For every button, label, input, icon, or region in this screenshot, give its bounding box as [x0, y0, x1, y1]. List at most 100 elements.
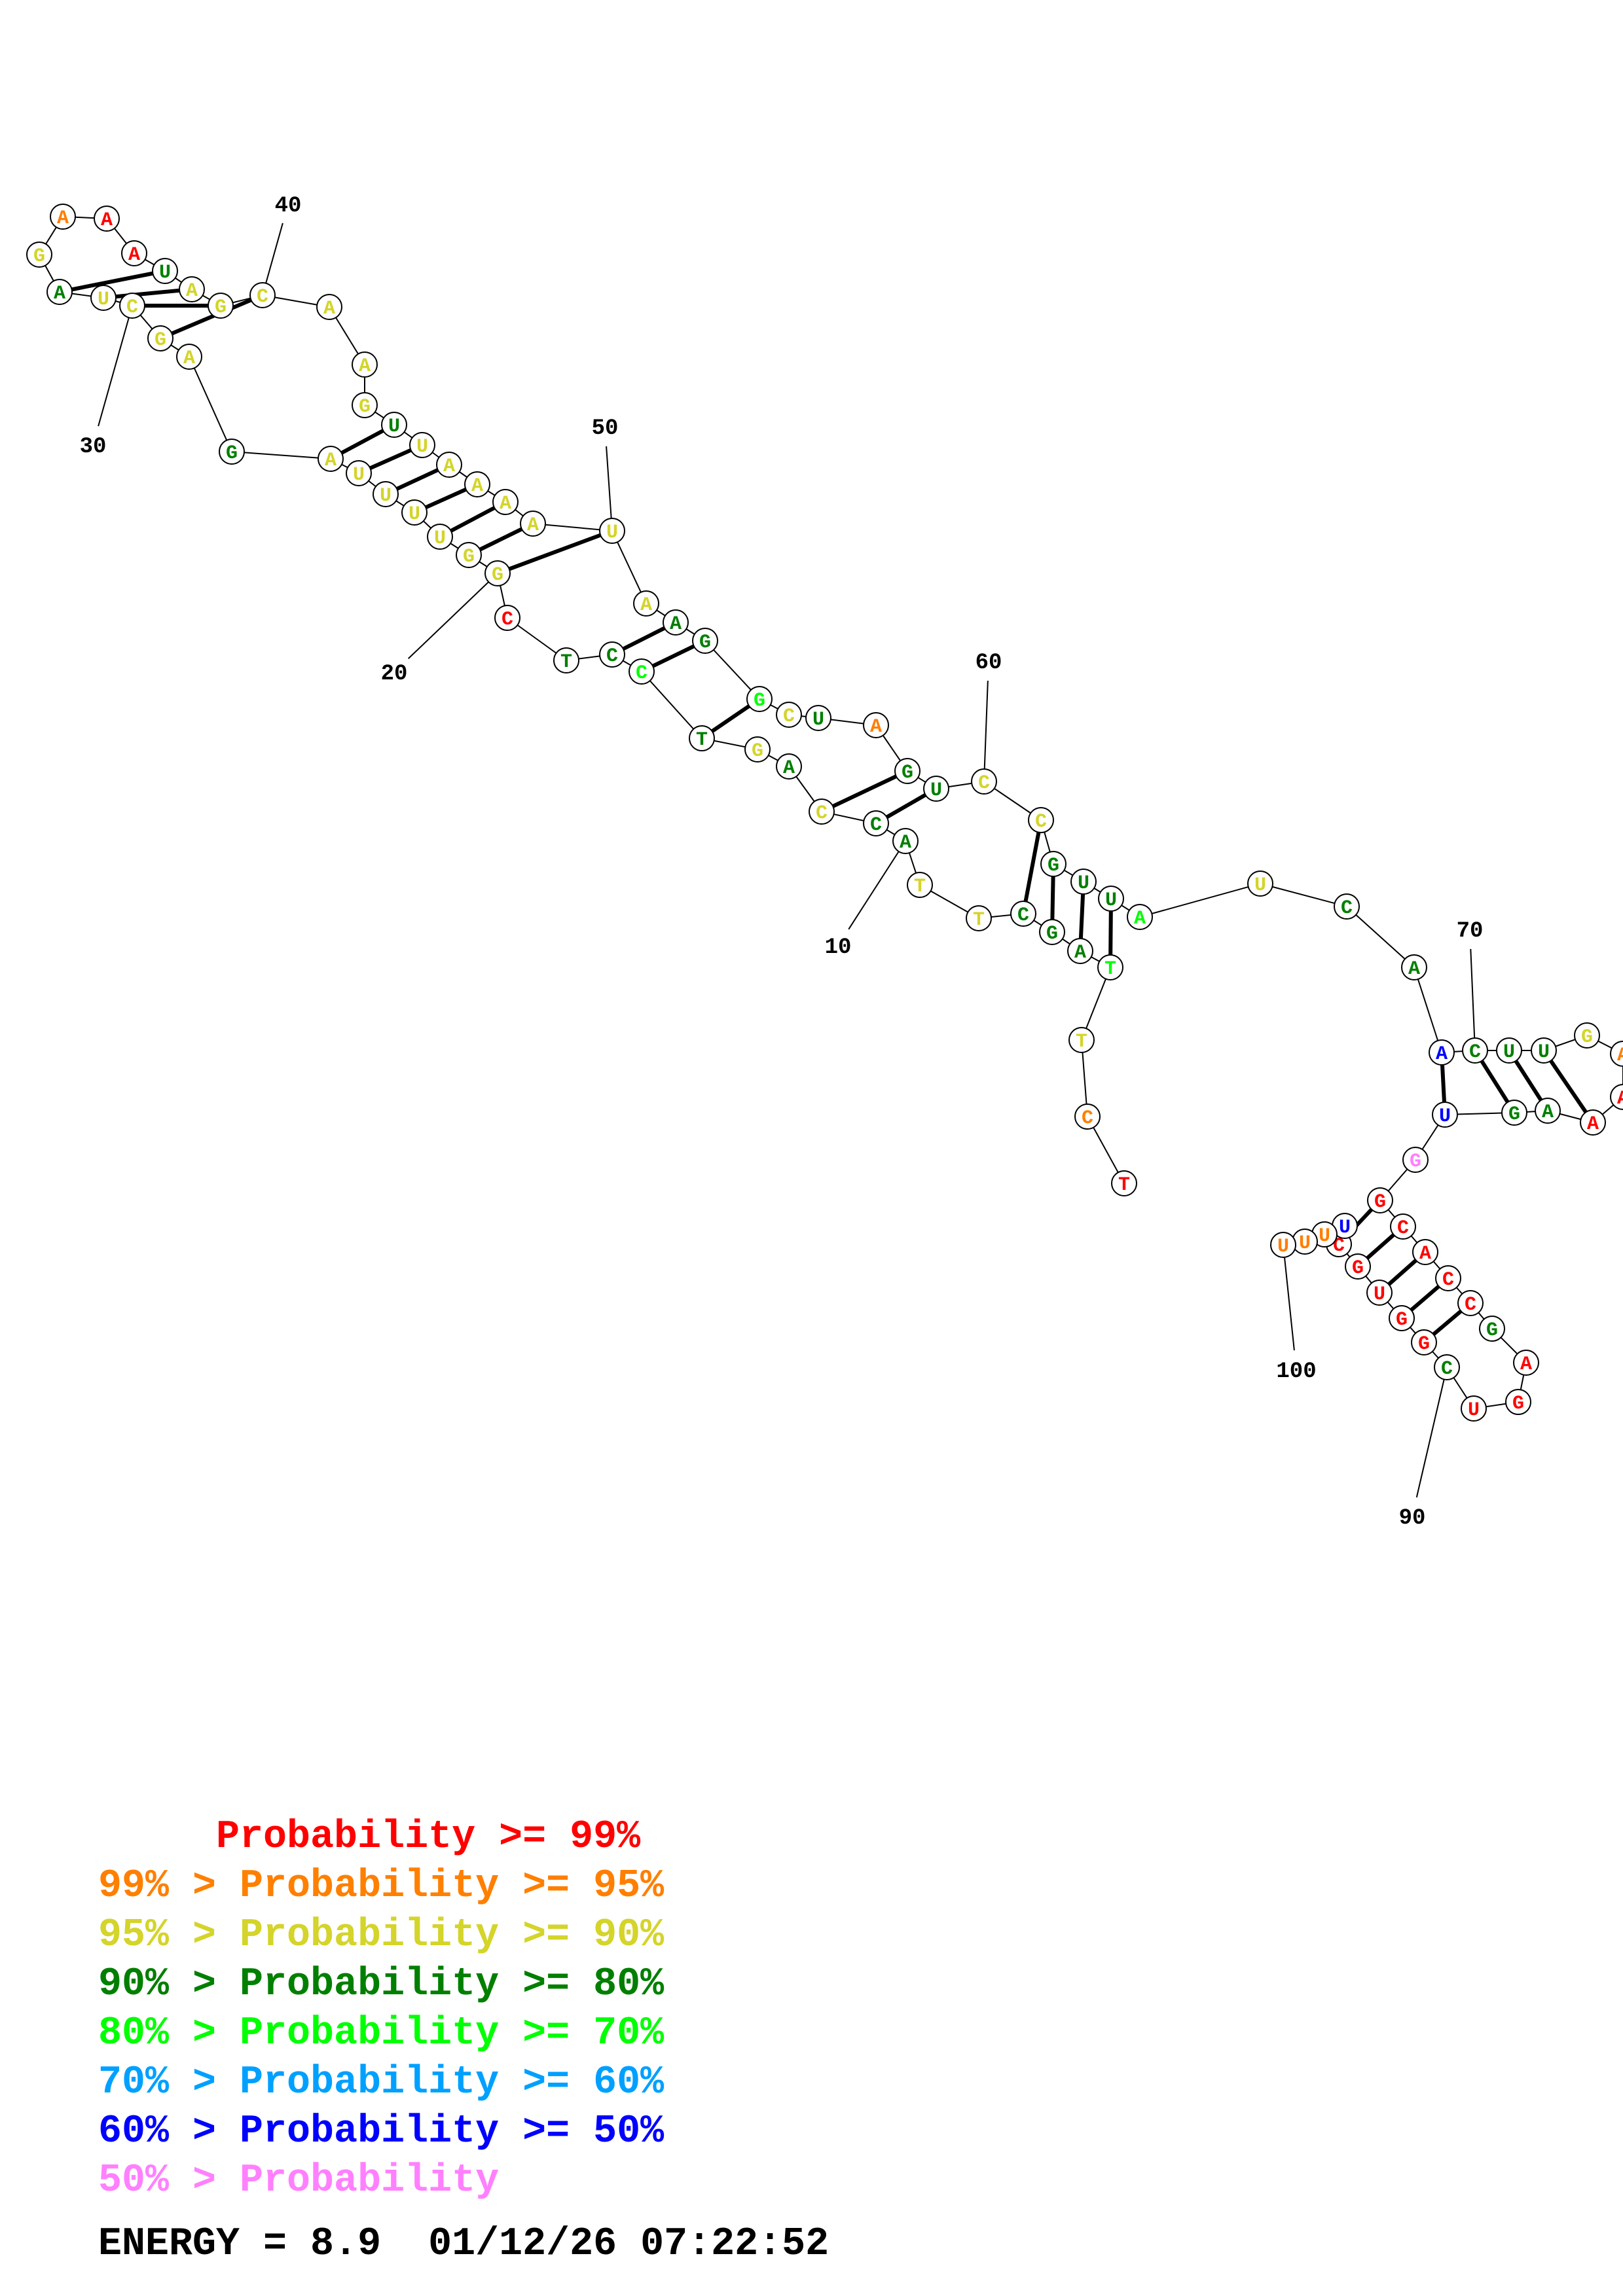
nucleotide: G	[1345, 1253, 1371, 1280]
nucleotide: G	[1479, 1316, 1505, 1342]
nucleotide: A	[1513, 1350, 1539, 1376]
nucleotide-letter: G	[1352, 1257, 1364, 1280]
nucleotide: A	[94, 206, 120, 232]
nucleotide-circle	[1580, 1109, 1606, 1136]
legend-row: 50% > Probability	[98, 2159, 500, 2203]
nucleotide-circle	[692, 628, 718, 654]
nucleotide-letter: C	[1341, 897, 1353, 920]
nucleotide-letter: U	[1105, 889, 1117, 912]
nucleotide: G	[208, 293, 234, 319]
legend-row: 70% > Probability >= 60%	[98, 2060, 665, 2105]
nucleotide-letter: A	[500, 493, 511, 515]
nucleotide-circle	[179, 276, 205, 302]
nucleotide-circle	[776, 753, 802, 780]
nucleotide: C	[1334, 893, 1360, 920]
legend-row: Probability >= 99%	[98, 1815, 641, 1859]
nucleotide: A	[1401, 954, 1427, 980]
nucleotide-letter: G	[492, 564, 503, 586]
nucleotide: G	[894, 758, 921, 784]
position-tick-label: 70	[1457, 919, 1484, 944]
nucleotide-circle	[923, 776, 949, 802]
nucleotide-circle	[1389, 1305, 1415, 1331]
nucleotide-letter: C	[978, 772, 990, 795]
nucleotide: G	[26, 242, 52, 268]
nucleotide-letter: C	[1082, 1107, 1093, 1130]
nucleotide: C	[1390, 1213, 1416, 1240]
nucleotide-circle	[1028, 807, 1054, 833]
nucleotide: C	[1462, 1037, 1488, 1064]
nucleotide: C	[494, 605, 520, 631]
backbone-segment	[1413, 967, 1442, 1053]
nucleotide-circle	[249, 282, 276, 308]
nucleotide-circle	[1531, 1037, 1557, 1064]
nucleotide: T	[689, 725, 715, 751]
nucleotide-circle	[1127, 904, 1153, 930]
nucleotide-circle	[1402, 1147, 1429, 1173]
base-pair-bond	[496, 529, 613, 575]
nucleotide-circle	[1070, 869, 1097, 895]
nucleotide: T	[553, 647, 579, 673]
nucleotide: A	[520, 511, 546, 537]
nucleotide: A	[892, 828, 919, 854]
nucleotide-letter: C	[1442, 1269, 1454, 1291]
nucleotide-circle	[1513, 1350, 1539, 1376]
base-pair-bond	[103, 287, 192, 300]
backbone-segment	[641, 671, 702, 739]
nucleotide: U	[1461, 1395, 1487, 1422]
nucleotide-letter: U	[812, 709, 824, 731]
nucleotide-circle	[26, 242, 52, 268]
nucleotide-circle	[1412, 1239, 1438, 1265]
nucleotide: C	[1457, 1290, 1484, 1316]
nucleotide-letter: T	[560, 651, 572, 673]
nucleotide: A	[50, 204, 76, 230]
nucleotide-circle	[892, 828, 919, 854]
nucleotide-circle	[629, 658, 655, 685]
nucleotide: G	[744, 736, 771, 762]
nucleotide-letter: U	[388, 416, 400, 438]
nucleotide-letter: A	[101, 209, 113, 232]
position-tick-label: 30	[80, 435, 107, 459]
nucleotide: A	[1067, 938, 1093, 964]
nucleotide-circle	[1367, 1187, 1393, 1213]
nucleotide-circle	[1334, 893, 1360, 920]
nucleotide-circle	[1039, 919, 1065, 945]
legend-row: 95% > Probability >= 90%	[98, 1913, 665, 1958]
nucleotide: C	[1435, 1265, 1461, 1291]
nucleotide-circle	[746, 686, 773, 712]
nucleotide-letter: G	[752, 740, 763, 762]
nucleotide-circle	[663, 609, 689, 636]
nucleotide: C	[776, 702, 802, 728]
nucleotide: U	[1366, 1280, 1393, 1306]
nucleotide-circle	[599, 518, 625, 544]
nucleotide: G	[1411, 1329, 1437, 1355]
nucleotide-circle	[352, 392, 378, 418]
nucleotide: A	[176, 344, 202, 370]
nucleotide-letter: G	[902, 762, 913, 784]
nucleotide-letter: U	[1374, 1283, 1385, 1306]
nucleotide-circle	[352, 351, 378, 378]
nucleotide-circle	[599, 641, 625, 668]
nucleotide-circle	[1074, 1103, 1101, 1130]
position-tick-label: 50	[592, 416, 619, 441]
position-tick-label: 100	[1276, 1359, 1316, 1384]
nucleotide-letter: G	[1581, 1026, 1593, 1049]
nucleotide-letter: A	[527, 514, 539, 537]
nucleotide-circle	[1462, 1037, 1488, 1064]
nucleotide-circle	[464, 471, 490, 497]
nucleotide-circle	[1411, 1329, 1437, 1355]
nucleotide-letter: U	[1439, 1105, 1451, 1128]
nucleotide: C	[863, 810, 889, 836]
nucleotide-circle	[316, 294, 342, 320]
nucleotide-circle	[427, 524, 453, 550]
nucleotide-letter: U	[1339, 1217, 1351, 1239]
nucleotide-letter: A	[54, 283, 65, 305]
position-tick-line	[606, 446, 613, 531]
nucleotide-circle	[971, 768, 997, 795]
nucleotide-letter: G	[226, 442, 238, 465]
nucleotide-circle	[1434, 1354, 1460, 1380]
nucleotide-circle	[1111, 1170, 1137, 1196]
nucleotide-letter: C	[1035, 811, 1047, 833]
backbone-segment	[1260, 883, 1347, 907]
nucleotide-circle	[318, 446, 344, 472]
nucleotide-circle	[1432, 1102, 1458, 1128]
